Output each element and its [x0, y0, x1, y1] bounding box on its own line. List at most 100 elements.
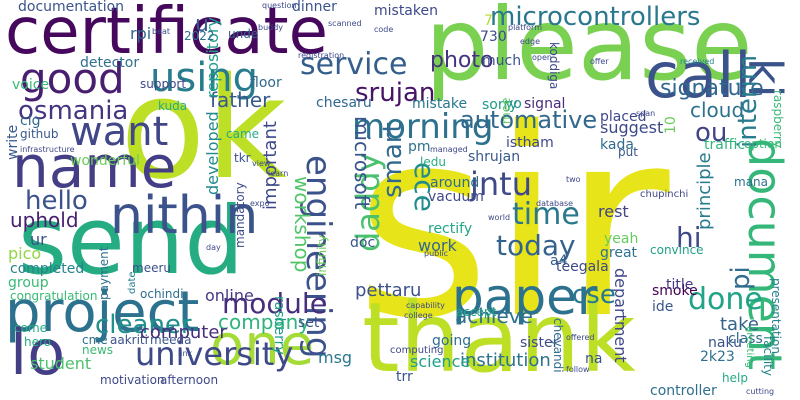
word-tkr: tkr: [234, 151, 251, 165]
word-company: company: [218, 310, 311, 334]
word-option: option: [744, 137, 782, 151]
word-write: write: [5, 124, 21, 160]
word-edge: edge: [520, 37, 540, 46]
word-please: please: [425, 0, 753, 103]
word-greeting: greeting: [744, 326, 755, 368]
word-istham: istham: [506, 135, 554, 151]
word-module: module: [222, 287, 327, 320]
word-using: using: [150, 55, 259, 101]
word-dinner: dinner: [292, 0, 337, 15]
word-work: work: [418, 236, 457, 255]
word-done: done: [688, 282, 763, 317]
word-a4: a4: [550, 253, 568, 269]
word-mistaken: mistaken: [374, 3, 438, 19]
word-morning: morning: [352, 107, 494, 147]
word-automative: automative: [460, 106, 598, 134]
word-title: title: [666, 277, 694, 293]
word-computing: computing: [390, 345, 444, 356]
word-chesaru: chesaru: [316, 95, 372, 111]
word-unde: unde: [228, 27, 259, 41]
word-day: day: [206, 243, 221, 252]
word-teegala: teegala: [556, 259, 609, 275]
word-span: span: [636, 109, 656, 118]
word-public: public: [424, 249, 449, 258]
word-osmania: osmania: [18, 96, 129, 126]
word-code: code: [374, 25, 394, 34]
word-na: na: [585, 351, 603, 367]
word-mandatory: mandatory: [233, 182, 247, 248]
word-service: service: [300, 47, 408, 82]
word-convince: convince: [650, 243, 704, 257]
word-received: received: [680, 57, 715, 66]
word-kada: kada: [600, 137, 634, 153]
word-uphold: uphold: [10, 208, 79, 232]
word-7: 7: [484, 13, 493, 29]
word-hi: hi: [676, 221, 702, 254]
word-hero: hero: [24, 335, 51, 349]
word-department: department: [611, 268, 630, 363]
word-shrujan: shrujan: [468, 149, 521, 165]
word-motivation: motivation: [100, 373, 165, 387]
word-completed: completed: [10, 261, 85, 277]
word-come: come: [14, 321, 48, 335]
word-yeah: yeah: [604, 231, 639, 247]
word-news: news: [82, 343, 114, 357]
word-sorry: sorry: [482, 97, 518, 113]
word-yo: yo: [505, 96, 522, 112]
word-follow: follow: [566, 365, 590, 374]
word-2k23: 2k23: [700, 349, 735, 365]
word-rasberry: rasberry: [271, 296, 287, 355]
word-sir: sir: [355, 74, 670, 376]
word-ou: ou: [695, 118, 728, 148]
word-class: class: [728, 331, 763, 347]
word-support: support: [140, 77, 187, 91]
word-traffic: traffic: [704, 137, 746, 153]
word-call: call: [645, 39, 752, 112]
word-certificate: certificate: [5, 0, 328, 69]
word-clg: clg: [20, 113, 41, 129]
word-payment: payment: [97, 246, 111, 300]
word-naku: naku: [708, 335, 743, 351]
word-offered: offered: [566, 333, 595, 342]
word-link: link: [178, 349, 193, 358]
word-infrastructure: infrastructure: [20, 145, 75, 154]
word-ochindi: ochindi: [140, 287, 184, 301]
word-online: online: [205, 286, 254, 305]
word-suggest: suggest: [600, 118, 664, 137]
word-vacuum: vacuum: [428, 189, 484, 205]
word-open: open: [532, 53, 552, 62]
word-want: want: [70, 109, 169, 155]
word-good: good: [20, 54, 125, 103]
word-rest: rest: [598, 202, 629, 221]
word-sister: sister: [520, 335, 559, 351]
word-cme: cme: [82, 333, 108, 347]
word-science: science: [410, 352, 471, 371]
word-help: help: [722, 371, 748, 385]
word-around: around: [430, 175, 480, 191]
word-much: much: [482, 53, 522, 69]
word-computer: computer: [140, 322, 227, 343]
word-cheyandi: cheyandi: [551, 318, 565, 373]
word-learn: learn: [268, 169, 289, 178]
word-father: father: [210, 88, 271, 112]
word-view: view: [252, 159, 271, 168]
word-student: student: [30, 354, 92, 373]
word-jntu: jntu: [470, 165, 532, 203]
word-lo: lo: [10, 316, 66, 389]
word-kuda: kuda: [158, 99, 188, 113]
word-pettaru: pettaru: [355, 280, 422, 301]
word-aakriti: aakriti: [110, 333, 148, 347]
word-date: date: [127, 271, 138, 294]
word-ok: ok: [120, 48, 287, 211]
word-pico: pico: [8, 244, 42, 263]
word-doc: doc: [350, 235, 376, 251]
word-send: send: [18, 187, 245, 296]
word-capability: capability: [406, 301, 445, 310]
word-raspberry: raspberry: [771, 90, 785, 148]
word-controller: controller: [650, 383, 717, 399]
word-developed: developed: [203, 111, 222, 195]
word-hello: hello: [25, 186, 88, 216]
word-set: set: [298, 315, 320, 331]
word-signal: signal: [524, 96, 566, 112]
word-photo: photo: [430, 48, 494, 73]
